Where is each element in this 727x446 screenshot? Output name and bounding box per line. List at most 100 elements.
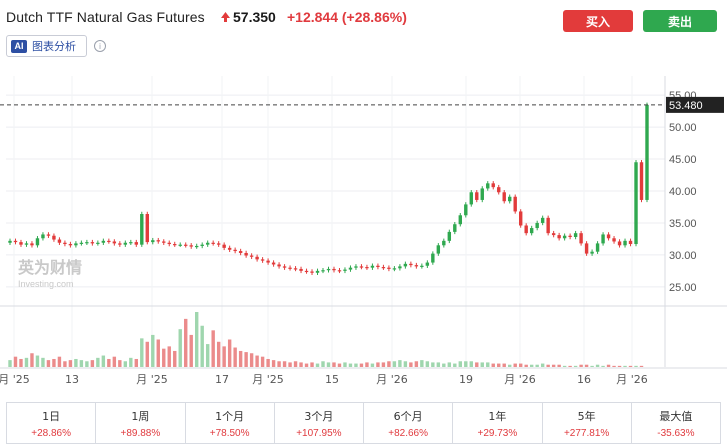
volume-bar [162, 348, 166, 367]
candle [13, 240, 18, 243]
period-1w[interactable]: 1周 +89.88% [96, 403, 186, 443]
period-label: 6个月 [393, 409, 423, 423]
volume-bar [370, 363, 375, 367]
candle [508, 196, 512, 202]
volume-bar [304, 363, 309, 367]
candle [227, 247, 232, 250]
candle [354, 266, 358, 268]
candle [321, 270, 325, 272]
candle [244, 252, 248, 256]
candle [68, 244, 73, 246]
last-price: 57.350 [233, 9, 276, 25]
candle [579, 233, 583, 244]
candle [518, 211, 523, 226]
volume-bar [112, 356, 117, 367]
candle [337, 270, 342, 272]
period-value: +28.86% [31, 427, 71, 439]
candle [392, 268, 397, 270]
volume-bar [513, 363, 517, 367]
volume-bar [557, 364, 561, 367]
price-chart[interactable]: 25.0030.0035.0040.0045.0050.0055.00英为财情I… [0, 76, 727, 394]
period-5y[interactable]: 5年 +277.81% [543, 403, 632, 443]
candle [502, 192, 506, 202]
candle [453, 224, 457, 232]
x-tick-label: 13 [65, 373, 79, 386]
candle [233, 249, 237, 252]
volume-bar [326, 362, 331, 367]
volume-bar [579, 364, 583, 367]
candle [348, 267, 353, 270]
volume-bar [216, 341, 221, 367]
period-label: 1日 [42, 409, 61, 423]
candle [57, 239, 62, 243]
sell-button[interactable]: 卖出 [643, 10, 717, 32]
volume-bar [321, 361, 325, 367]
candle [557, 235, 561, 239]
instrument-title: Dutch TTF Natural Gas Futures [6, 9, 205, 25]
y-tick-label: 30.00 [669, 250, 697, 262]
info-icon[interactable]: i [94, 40, 106, 52]
volume-bar [376, 362, 380, 367]
candle [195, 245, 199, 248]
candle [299, 268, 303, 271]
candle [458, 215, 462, 225]
candle [590, 251, 594, 254]
period-value: -35.63% [657, 427, 695, 439]
x-tick-label: 月 '25 [252, 373, 284, 386]
chart-analysis-button[interactable]: AI 图表分析 [6, 35, 87, 57]
volume-bar [447, 362, 452, 367]
volume-bar [573, 365, 578, 367]
volume-bar [145, 341, 149, 367]
period-1y[interactable]: 1年 +29.73% [453, 403, 543, 443]
candle [205, 242, 210, 245]
volume-bar [41, 357, 45, 367]
volume-bar [486, 362, 490, 367]
candle [129, 242, 133, 244]
period-3m[interactable]: 3个月 +107.95% [275, 403, 364, 443]
volume-bar [518, 363, 523, 367]
period-max[interactable]: 最大值 -35.63% [632, 403, 720, 443]
volume-bar [52, 358, 56, 367]
volume-bar [8, 360, 12, 367]
volume-bar [612, 365, 616, 367]
candle [376, 265, 380, 268]
candle [90, 242, 95, 244]
volume-bar [195, 312, 199, 367]
volume-bar [409, 362, 413, 367]
candle [623, 240, 627, 246]
volume-bar [392, 361, 397, 367]
candle [365, 267, 369, 269]
volume-bar [101, 355, 106, 367]
volume-bar [590, 365, 594, 367]
volume-bar [601, 365, 605, 367]
candle [79, 242, 84, 244]
performance-periods: 1日 +28.86% 1周 +89.88% 1个月 +78.50% 3个月 +1… [6, 402, 721, 444]
candle [282, 266, 287, 268]
candle [447, 231, 452, 241]
period-label: 1个月 [215, 409, 245, 423]
buy-button[interactable]: 买入 [563, 10, 633, 32]
quote-header: Dutch TTF Natural Gas Futures 57.350 +12… [0, 0, 727, 34]
volume-bar [118, 360, 122, 367]
volume-bar [403, 361, 408, 367]
period-1m[interactable]: 1个月 +78.50% [186, 403, 275, 443]
volume-bar [134, 358, 139, 367]
volume-bar [469, 361, 473, 367]
candle [107, 240, 111, 243]
volume-bar [634, 365, 638, 367]
candle [326, 268, 331, 271]
candle [381, 267, 386, 269]
volume-bar [436, 362, 441, 367]
candle [612, 238, 616, 242]
volume-bar [524, 364, 528, 367]
candle [535, 222, 539, 229]
period-label: 3个月 [304, 409, 334, 423]
candle [134, 242, 139, 245]
candle [370, 265, 375, 268]
volume-bar [398, 360, 402, 367]
period-6m[interactable]: 6个月 +82.66% [364, 403, 454, 443]
period-1d[interactable]: 1日 +28.86% [7, 403, 97, 443]
candle [475, 192, 479, 200]
volume-bar [568, 365, 572, 367]
x-tick-label: 16 [577, 373, 591, 386]
